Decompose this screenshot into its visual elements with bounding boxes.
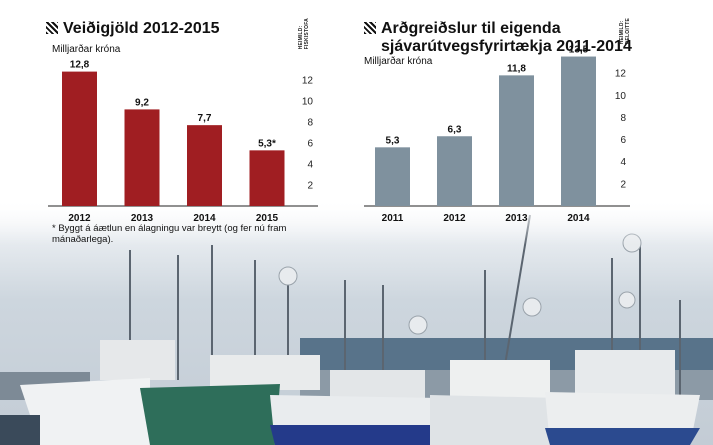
dividends-chart-panel: Arðgreiðslur til eigenda sjávarútvegsfyr… <box>358 0 713 245</box>
fishing-fees-bar-chart: 2 4 6 8 10 12 12,8 2012 9,2 2013 7,7 2014 5,3* 2015 <box>48 60 318 224</box>
y-tick-label: 10 <box>302 97 314 108</box>
bar <box>187 125 222 206</box>
hatch-icon <box>46 22 58 34</box>
y-tick-label: 12 <box>302 76 314 87</box>
y-tick-label: 6 <box>620 135 626 146</box>
y-tick-label: 4 <box>620 157 626 168</box>
bar-value-label: 12,8 <box>70 60 90 71</box>
bar-value-label: 5,3 <box>386 135 400 146</box>
x-tick-label: 2015 <box>256 213 279 224</box>
y-tick-label: 2 <box>620 179 626 190</box>
bar-value-label: 11,8 <box>507 63 526 74</box>
dividends-bar-chart: 2 4 6 8 10 12 5,3 2011 6,3 2012 11,8 2013 13,5 2014 <box>364 45 630 224</box>
bar <box>375 147 410 206</box>
dividends-unit-label: Milljarðar króna <box>364 56 433 67</box>
bar-value-label: 13,5 <box>569 45 589 56</box>
bar <box>249 150 285 206</box>
radar-domes <box>278 233 642 335</box>
ship-hulls <box>0 378 700 445</box>
x-tick-label: 2014 <box>567 213 590 224</box>
bar-value-label: 9,2 <box>135 97 149 108</box>
fishing-fees-chart-panel: Veiðigjöld 2012-2015 Milljarðar króna HE… <box>0 0 345 245</box>
bar <box>124 109 160 206</box>
bar-value-label: 7,7 <box>198 113 212 124</box>
bar-value-label: 5,3* <box>258 138 276 149</box>
y-tick-label: 2 <box>307 181 313 192</box>
fishing-fees-chart-title: Veiðigjöld 2012-2015 <box>46 20 220 38</box>
x-tick-label: 2013 <box>131 213 154 224</box>
x-tick-label: 2013 <box>505 213 528 224</box>
y-tick-label: 8 <box>307 118 313 129</box>
fishing-fees-unit-label: Milljarðar króna <box>52 44 121 55</box>
y-tick-label: 10 <box>615 91 627 102</box>
dividends-chart-title: Arðgreiðslur til eigenda sjávarútvegsfyr… <box>364 20 632 56</box>
bar <box>561 56 596 207</box>
fishing-fees-footnote: * Byggt á áætlun en álagningu var breytt… <box>52 223 287 245</box>
hatch-icon <box>364 22 376 34</box>
bar <box>499 75 534 206</box>
y-tick-label: 12 <box>615 69 627 80</box>
x-tick-label: 2014 <box>193 213 216 224</box>
bar <box>62 71 97 206</box>
bar <box>437 136 472 206</box>
y-tick-label: 8 <box>620 113 626 124</box>
x-tick-label: 2012 <box>443 213 466 224</box>
y-tick-label: 6 <box>307 139 313 150</box>
x-tick-label: 2012 <box>68 213 91 224</box>
x-tick-label: 2011 <box>382 213 404 224</box>
bar-value-label: 6,3 <box>448 124 462 135</box>
y-tick-label: 4 <box>307 160 313 171</box>
